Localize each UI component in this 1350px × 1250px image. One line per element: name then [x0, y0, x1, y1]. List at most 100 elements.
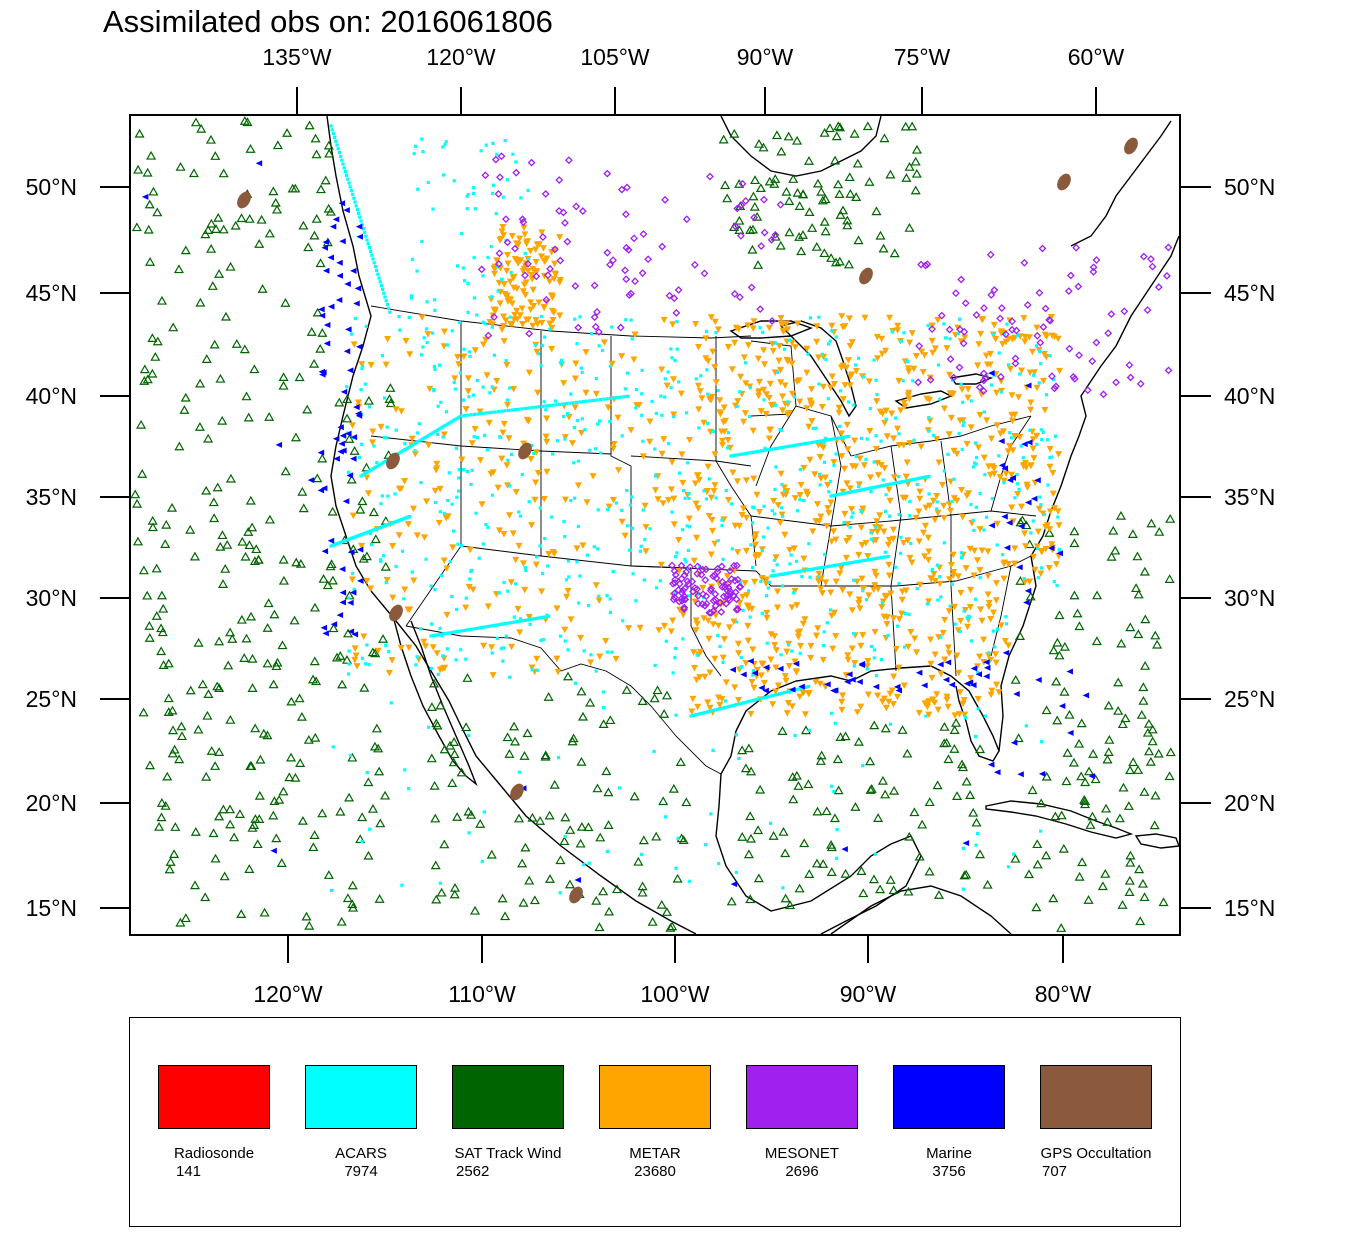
acars-marker: [490, 410, 494, 414]
metar-marker: [740, 354, 748, 361]
mesonet-marker: [542, 295, 551, 304]
metar-marker: [908, 559, 916, 566]
acars-marker: [919, 476, 923, 480]
mesonet-marker: [915, 342, 924, 350]
metar-marker: [781, 382, 789, 389]
acars-marker: [884, 493, 888, 497]
metar-marker: [842, 364, 850, 372]
metar-marker: [993, 520, 1001, 528]
acars-marker: [427, 725, 431, 729]
acars-marker: [490, 651, 494, 655]
legend-count: 707: [1042, 1163, 1068, 1180]
metar-marker: [892, 645, 900, 653]
mesonet-marker: [1074, 282, 1083, 291]
acars-marker: [592, 545, 596, 549]
acars-marker: [952, 477, 956, 481]
acars-marker: [1044, 393, 1049, 397]
acars-marker: [743, 361, 748, 365]
acars-marker: [763, 446, 767, 450]
sat-track-wind-marker: [245, 144, 256, 153]
sat-track-wind-marker: [336, 916, 347, 926]
metar-marker: [704, 463, 712, 471]
acars-marker: [930, 567, 934, 572]
metar-marker: [758, 660, 766, 667]
sat-track-wind-marker: [303, 242, 314, 252]
metar-marker: [929, 497, 937, 505]
acars-marker: [680, 528, 685, 532]
mesonet-marker: [722, 591, 731, 600]
mesonet-marker: [494, 190, 503, 198]
acars-marker: [350, 536, 354, 540]
sat-track-wind-marker: [824, 123, 835, 133]
metar-marker: [766, 380, 774, 388]
acars-marker: [461, 468, 465, 472]
marine-marker: [751, 670, 759, 677]
metar-marker: [582, 349, 590, 356]
sat-track-wind-marker: [1072, 608, 1083, 618]
metar-marker: [462, 406, 470, 413]
metar-marker: [1033, 324, 1041, 332]
acars-marker: [544, 615, 548, 619]
sat-track-wind-marker: [363, 850, 374, 860]
acars-marker: [457, 415, 461, 419]
acars-marker: [608, 610, 613, 614]
metar-marker: [967, 675, 975, 682]
acars-marker: [648, 527, 652, 531]
sat-track-wind-marker: [301, 911, 312, 921]
sat-track-wind-marker: [317, 808, 328, 818]
sat-track-wind-marker: [131, 489, 141, 499]
sat-track-wind-marker: [1101, 803, 1112, 813]
right-lat-label: 35°N: [1224, 484, 1276, 510]
acars-marker: [402, 597, 406, 601]
mesonet-marker: [1112, 378, 1120, 387]
acars-marker: [484, 625, 488, 629]
acars-marker: [960, 556, 964, 560]
metar-marker: [886, 497, 894, 505]
sat-track-wind-marker: [205, 134, 216, 144]
mesonet-marker: [638, 269, 647, 277]
metar-marker: [940, 502, 948, 510]
acars-marker: [578, 574, 582, 578]
acars-marker: [334, 139, 338, 143]
sat-track-wind-marker: [1127, 529, 1138, 538]
acars-marker: [807, 728, 812, 732]
legend-label: Marine: [926, 1145, 972, 1162]
acars-marker: [520, 472, 524, 477]
sat-track-wind-marker: [346, 474, 357, 484]
sat-track-wind-marker: [452, 812, 463, 821]
acars-marker: [432, 364, 436, 369]
acars-marker: [508, 675, 512, 679]
acars-marker: [387, 650, 391, 654]
metar-marker: [348, 576, 356, 583]
metar-marker: [753, 673, 761, 680]
sat-track-wind-marker: [166, 502, 178, 512]
mesonet-marker: [1143, 306, 1152, 315]
acars-marker: [711, 748, 715, 752]
metar-marker: [711, 364, 719, 371]
metar-marker: [1054, 335, 1062, 343]
metar-marker: [871, 582, 879, 589]
sat-track-wind-marker: [286, 696, 297, 706]
acars-marker: [760, 611, 764, 616]
metar-marker: [770, 633, 778, 640]
acars-marker: [622, 395, 626, 399]
acars-marker: [800, 569, 804, 573]
metar-marker: [807, 401, 815, 409]
metar-marker: [913, 649, 921, 656]
acars-marker: [488, 391, 492, 395]
acars-marker: [453, 387, 457, 391]
acars-marker: [898, 551, 902, 555]
acars-marker: [511, 152, 515, 156]
acars-marker: [641, 439, 645, 443]
acars-marker: [609, 396, 613, 400]
sat-track-wind-marker: [1125, 850, 1136, 860]
marine-marker: [1003, 544, 1011, 551]
metar-marker: [701, 673, 709, 681]
acars-marker: [732, 703, 736, 707]
sat-track-wind-marker: [239, 344, 250, 354]
mesonet-marker: [701, 576, 710, 584]
sat-track-wind-marker: [207, 281, 218, 290]
acars-marker: [369, 249, 373, 253]
metar-marker: [489, 672, 497, 679]
sat-track-wind-marker: [328, 623, 339, 633]
